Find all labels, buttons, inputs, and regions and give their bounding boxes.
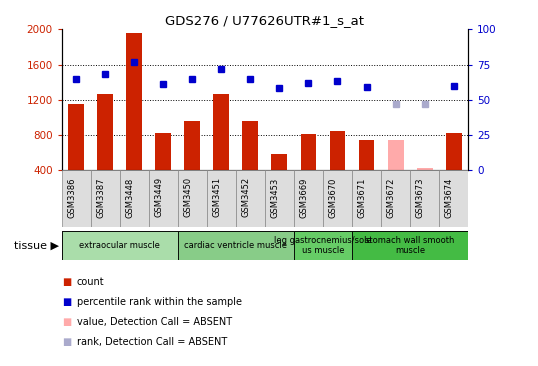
- Bar: [62, 231, 178, 260]
- Text: percentile rank within the sample: percentile rank within the sample: [77, 297, 242, 307]
- Bar: [178, 231, 294, 260]
- Bar: [120, 170, 149, 227]
- Text: GSM3387: GSM3387: [96, 177, 105, 218]
- Bar: [91, 170, 120, 227]
- Text: stomach wall smooth
muscle: stomach wall smooth muscle: [365, 235, 455, 255]
- Bar: [243, 121, 258, 170]
- Bar: [149, 170, 178, 227]
- Text: GSM3669: GSM3669: [300, 177, 308, 218]
- Text: GSM3674: GSM3674: [444, 177, 454, 218]
- Text: ■: ■: [62, 337, 71, 347]
- Text: rank, Detection Call = ABSENT: rank, Detection Call = ABSENT: [77, 337, 227, 347]
- Bar: [352, 231, 468, 260]
- Bar: [185, 121, 201, 170]
- Text: leg gastrocnemius/sole
us muscle: leg gastrocnemius/sole us muscle: [274, 235, 372, 255]
- Bar: [272, 154, 287, 170]
- Bar: [387, 140, 404, 170]
- Text: GSM3450: GSM3450: [183, 178, 193, 217]
- Text: GSM3670: GSM3670: [329, 177, 337, 218]
- Text: GSM3671: GSM3671: [358, 177, 366, 218]
- Bar: [265, 170, 294, 227]
- Bar: [294, 231, 352, 260]
- Bar: [207, 170, 236, 227]
- Bar: [352, 170, 381, 227]
- Text: GSM3673: GSM3673: [415, 177, 424, 218]
- Bar: [294, 170, 323, 227]
- Text: GSM3449: GSM3449: [154, 178, 164, 217]
- Text: GSM3386: GSM3386: [67, 177, 76, 218]
- Bar: [236, 170, 265, 227]
- Text: GSM3672: GSM3672: [386, 177, 395, 218]
- Bar: [358, 140, 374, 170]
- Bar: [329, 131, 345, 170]
- Bar: [155, 133, 172, 170]
- Title: GDS276 / U77626UTR#1_s_at: GDS276 / U77626UTR#1_s_at: [166, 14, 364, 27]
- Bar: [410, 170, 439, 227]
- Bar: [97, 94, 114, 170]
- Bar: [126, 33, 143, 170]
- Text: ■: ■: [62, 297, 71, 307]
- Text: GSM3453: GSM3453: [271, 177, 279, 217]
- Bar: [416, 168, 433, 170]
- Bar: [62, 170, 91, 227]
- Text: GSM3451: GSM3451: [213, 178, 222, 217]
- Text: tissue ▶: tissue ▶: [14, 240, 59, 250]
- Text: ■: ■: [62, 277, 71, 287]
- Bar: [178, 170, 207, 227]
- Text: extraocular muscle: extraocular muscle: [80, 241, 160, 250]
- Text: GSM3448: GSM3448: [125, 177, 134, 217]
- Bar: [381, 170, 410, 227]
- Bar: [439, 170, 468, 227]
- Text: cardiac ventricle muscle: cardiac ventricle muscle: [185, 241, 287, 250]
- Bar: [214, 94, 229, 170]
- Text: GSM3452: GSM3452: [242, 178, 251, 217]
- Bar: [323, 170, 352, 227]
- Text: count: count: [77, 277, 104, 287]
- Bar: [301, 134, 316, 170]
- Text: ■: ■: [62, 317, 71, 327]
- Text: value, Detection Call = ABSENT: value, Detection Call = ABSENT: [77, 317, 232, 327]
- Bar: [445, 133, 462, 170]
- Bar: [68, 104, 84, 170]
